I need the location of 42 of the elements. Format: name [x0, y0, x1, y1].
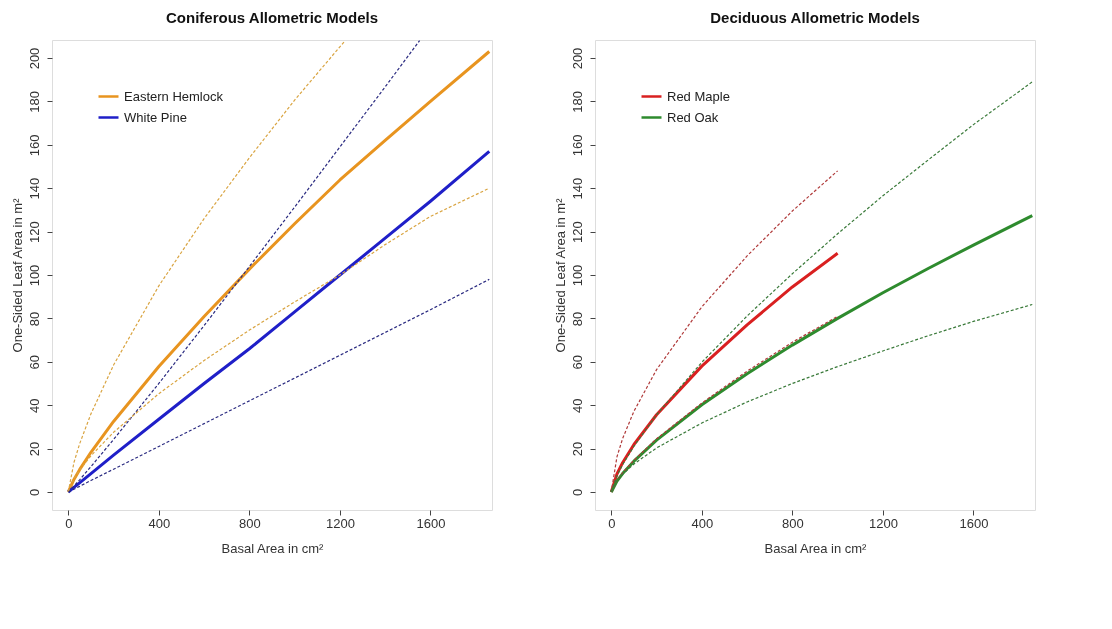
- x-tick-label: 800: [239, 515, 261, 531]
- y-tick-label: 40: [569, 398, 585, 413]
- x-tick-label: 800: [782, 515, 804, 531]
- x-tick-label: 1200: [868, 515, 898, 531]
- y-tick-label: 0: [569, 488, 585, 497]
- y-tick-label: 140: [26, 177, 42, 200]
- y-tick-label: 60: [26, 355, 42, 370]
- y-tick-label: 100: [569, 264, 585, 287]
- y-tick-label: 140: [569, 177, 585, 200]
- y-tick-label: 80: [26, 311, 42, 327]
- y-tick-label: 180: [26, 91, 42, 113]
- x-axis-title: Basal Area in cm²: [221, 540, 325, 556]
- y-tick-label: 120: [569, 221, 585, 243]
- y-tick-label: 60: [569, 355, 585, 370]
- y-tick-label: 160: [569, 134, 585, 157]
- legend-label: Red Oak: [667, 109, 719, 125]
- x-tick-label: 1600: [416, 515, 446, 531]
- legend-label: Eastern Hemlock: [124, 88, 224, 104]
- x-tick-label: 400: [148, 515, 171, 531]
- y-tick-label: 160: [26, 134, 42, 157]
- x-tick-label: 0: [65, 515, 73, 531]
- y-axis-title: One-Sided Leaf Area in m²: [552, 197, 568, 353]
- y-tick-label: 120: [26, 221, 42, 243]
- y-tick-label: 180: [569, 91, 585, 113]
- x-tick-label: 1200: [325, 515, 355, 531]
- x-tick-label: 400: [691, 515, 714, 531]
- chart-title: Coniferous Allometric Models: [166, 9, 378, 26]
- x-axis-title: Basal Area in cm²: [764, 540, 868, 556]
- y-tick-label: 200: [26, 47, 42, 70]
- y-tick-label: 40: [26, 398, 42, 413]
- y-tick-label: 20: [26, 441, 42, 457]
- chart-title: Deciduous Allometric Models: [710, 9, 920, 26]
- y-tick-label: 200: [569, 47, 585, 70]
- y-tick-label: 100: [26, 264, 42, 287]
- x-tick-label: 0: [608, 515, 616, 531]
- y-tick-label: 0: [26, 488, 42, 497]
- x-tick-label: 1600: [959, 515, 989, 531]
- legend-label: Red Maple: [667, 88, 730, 104]
- y-axis-title: One-Sided Leaf Area in m²: [9, 197, 25, 353]
- y-tick-label: 20: [569, 441, 585, 457]
- legend-label: White Pine: [124, 109, 187, 125]
- y-tick-label: 80: [569, 311, 585, 327]
